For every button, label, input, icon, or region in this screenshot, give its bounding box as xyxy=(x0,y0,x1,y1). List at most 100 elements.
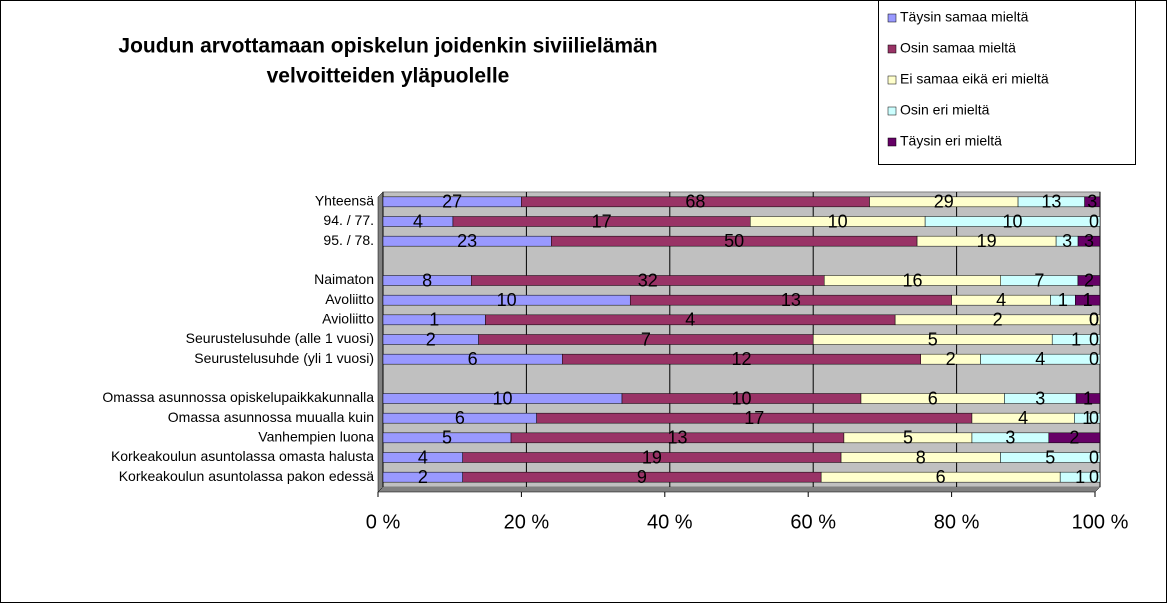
data-label: 50 xyxy=(724,231,744,251)
data-label: 17 xyxy=(744,408,764,428)
data-label: 2 xyxy=(426,329,436,349)
data-label: 13 xyxy=(1041,192,1061,212)
data-label: 4 xyxy=(1035,349,1045,369)
bar-segment xyxy=(1059,471,1101,483)
data-label: 29 xyxy=(934,192,954,212)
data-label: 5 xyxy=(903,428,913,448)
bar-segment xyxy=(1084,196,1101,208)
chart-title: Joudun arvottamaan opiskelun joidenkin s… xyxy=(118,35,657,58)
data-label: 8 xyxy=(916,447,926,467)
data-label: 16 xyxy=(902,270,922,290)
legend-label: Täysin eri mieltä xyxy=(900,133,1002,149)
bar-segment xyxy=(1075,294,1101,306)
y-tick-label: Korkeakoulun asuntolassa pakon edessä xyxy=(119,468,375,484)
legend-swatch xyxy=(887,75,897,85)
data-label: 13 xyxy=(667,428,687,448)
y-tick-label: Yhteensä xyxy=(315,193,374,209)
data-label: 2 xyxy=(993,310,1003,330)
data-label: 0 xyxy=(1089,447,1099,467)
data-label: 10 xyxy=(1003,211,1023,231)
y-tick-label: Omassa asunnossa opiskelupaikkakunnalla xyxy=(102,389,374,405)
bar-segment xyxy=(1075,393,1101,404)
data-label: 1 xyxy=(1083,290,1093,310)
legend-label: Osin eri mieltä xyxy=(900,102,990,118)
data-label: 1 xyxy=(1075,467,1085,487)
data-label: 19 xyxy=(977,231,997,251)
data-label: 2 xyxy=(946,349,956,369)
data-label: 10 xyxy=(828,211,848,231)
data-label: 8 xyxy=(422,270,432,290)
data-label: 2 xyxy=(418,467,428,487)
data-label: 0 xyxy=(1089,329,1099,349)
x-tick-label: 0 % xyxy=(366,511,401,533)
data-label: 13 xyxy=(781,290,801,310)
x-tick-label: 80 % xyxy=(934,511,980,533)
y-tick-label: Avoliitto xyxy=(325,291,374,307)
legend xyxy=(878,0,1136,165)
data-label: 5 xyxy=(928,329,938,349)
data-label: 0 xyxy=(1089,211,1099,231)
data-label: 4 xyxy=(996,290,1006,310)
bar-segment xyxy=(1077,235,1101,247)
data-label: 6 xyxy=(468,349,478,369)
data-label: 3 xyxy=(1084,231,1094,251)
x-tick-label: 40 % xyxy=(647,511,693,533)
bar-segment xyxy=(1074,412,1101,424)
legend-label: Osin samaa mieltä xyxy=(900,40,1016,56)
y-tick-label: Avioliitto xyxy=(322,311,374,327)
legend-swatch xyxy=(887,137,897,147)
data-label: 19 xyxy=(642,447,662,467)
bar-segment xyxy=(980,353,1101,365)
data-label: 6 xyxy=(928,388,938,408)
y-tick-label: Vanhempien luona xyxy=(258,429,374,445)
data-label: 4 xyxy=(418,447,428,467)
data-label: 27 xyxy=(442,192,462,212)
y-tick-label: Korkeakoulun asuntolassa omasta halusta xyxy=(111,448,374,464)
legend-label: Täysin samaa mieltä xyxy=(900,9,1029,25)
data-label: 4 xyxy=(685,310,695,330)
legend-swatch xyxy=(887,106,897,116)
chart-title: velvoitteiden yläpuolelle xyxy=(267,65,510,88)
data-label: 12 xyxy=(731,349,751,369)
data-label: 0 xyxy=(1089,310,1099,330)
plot-floor xyxy=(377,486,1101,493)
y-tick-label: Naimaton xyxy=(314,271,374,287)
data-label: 17 xyxy=(592,211,612,231)
data-label: 10 xyxy=(492,388,512,408)
bar-segment xyxy=(1077,275,1101,286)
plot-wall xyxy=(377,191,384,493)
data-label: 4 xyxy=(1018,408,1028,428)
y-tick-label: Seurustelusuhde (yli 1 vuosi) xyxy=(194,350,374,366)
x-tick-label: 20 % xyxy=(504,511,550,533)
y-tick-label: Omassa asunnossa muualla kuin xyxy=(168,409,374,425)
data-label: 0 xyxy=(1089,349,1099,369)
data-label: 10 xyxy=(497,290,517,310)
legend-swatch xyxy=(887,44,897,54)
data-label: 5 xyxy=(1045,447,1055,467)
data-label: 4 xyxy=(413,211,423,231)
data-label: 3 xyxy=(1005,428,1015,448)
data-label: 68 xyxy=(685,192,705,212)
data-label: 5 xyxy=(442,428,452,448)
legend-swatch xyxy=(887,13,897,23)
data-label: 6 xyxy=(936,467,946,487)
data-label: 0 xyxy=(1089,408,1099,428)
data-label: 7 xyxy=(1034,270,1044,290)
bar-segment xyxy=(894,314,1101,326)
data-label: 2 xyxy=(1084,270,1094,290)
data-label: 3 xyxy=(1062,231,1072,251)
bar-segment xyxy=(1051,334,1101,345)
legend-label: Ei samaa eikä eri mieltä xyxy=(900,71,1049,87)
data-label: 7 xyxy=(641,329,651,349)
data-label: 1 xyxy=(1071,329,1081,349)
data-label: 23 xyxy=(457,231,477,251)
y-tick-label: Seurustelusuhde (alle 1 vuosi) xyxy=(186,330,374,346)
x-tick-label: 60 % xyxy=(790,511,836,533)
data-label: 1 xyxy=(1082,408,1092,428)
data-label: 0 xyxy=(1089,467,1099,487)
data-label: 1 xyxy=(1058,290,1068,310)
y-tick-label: 94. / 77. xyxy=(323,212,374,228)
data-label: 0 xyxy=(1089,310,1099,330)
data-label: 1 xyxy=(429,310,439,330)
